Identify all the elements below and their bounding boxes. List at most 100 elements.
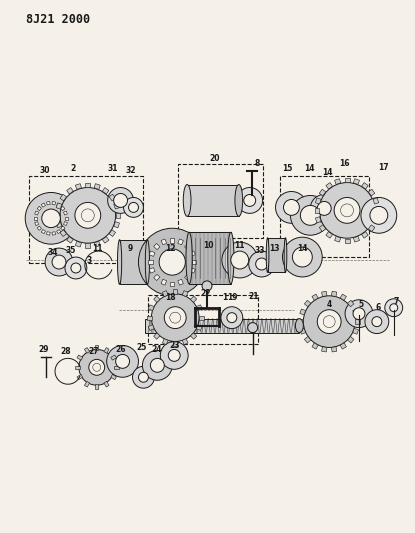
- Circle shape: [25, 192, 77, 244]
- Bar: [340, 343, 347, 349]
- Text: 17: 17: [378, 163, 389, 172]
- Circle shape: [353, 308, 365, 320]
- Bar: [170, 281, 174, 286]
- Bar: [300, 328, 305, 334]
- Text: 23: 23: [169, 341, 179, 350]
- Bar: [85, 183, 90, 187]
- Circle shape: [139, 228, 206, 296]
- Text: 5: 5: [359, 300, 364, 309]
- Text: 33: 33: [254, 246, 265, 255]
- Bar: [35, 211, 39, 215]
- Bar: [161, 239, 167, 245]
- Text: 30: 30: [40, 166, 50, 175]
- Bar: [189, 232, 231, 284]
- Bar: [94, 241, 100, 247]
- Bar: [326, 232, 332, 238]
- Bar: [67, 188, 73, 194]
- Text: 32: 32: [125, 166, 136, 175]
- Ellipse shape: [266, 238, 269, 272]
- Bar: [340, 294, 347, 301]
- Bar: [190, 251, 195, 256]
- Bar: [199, 316, 203, 320]
- Circle shape: [168, 350, 180, 361]
- Text: 11: 11: [93, 244, 103, 253]
- Circle shape: [79, 350, 115, 385]
- Text: 16: 16: [339, 159, 349, 168]
- Bar: [120, 240, 147, 285]
- Text: 8: 8: [255, 159, 260, 168]
- Bar: [182, 338, 188, 345]
- Bar: [37, 206, 42, 211]
- Circle shape: [310, 195, 338, 222]
- Text: 25: 25: [136, 343, 146, 352]
- Bar: [109, 194, 115, 201]
- Bar: [154, 333, 160, 339]
- Text: 14: 14: [322, 168, 332, 177]
- Bar: [373, 198, 379, 204]
- Bar: [173, 341, 177, 346]
- Bar: [312, 343, 318, 349]
- Text: 4: 4: [327, 300, 332, 309]
- Circle shape: [293, 247, 312, 267]
- Circle shape: [129, 203, 139, 212]
- Bar: [148, 305, 154, 311]
- Bar: [111, 375, 117, 379]
- Bar: [76, 184, 81, 189]
- Bar: [304, 300, 311, 307]
- Circle shape: [283, 237, 322, 277]
- Text: 10: 10: [203, 240, 213, 249]
- Bar: [347, 300, 354, 307]
- Circle shape: [317, 201, 331, 215]
- Bar: [60, 230, 66, 237]
- Ellipse shape: [145, 240, 149, 285]
- Bar: [111, 355, 117, 360]
- Circle shape: [227, 313, 237, 322]
- Bar: [353, 309, 359, 315]
- Circle shape: [150, 358, 164, 372]
- Bar: [75, 366, 80, 369]
- Bar: [114, 203, 120, 209]
- Circle shape: [334, 197, 360, 223]
- Bar: [52, 232, 56, 235]
- Bar: [77, 355, 83, 360]
- Bar: [104, 348, 109, 353]
- Circle shape: [256, 258, 268, 270]
- Bar: [373, 217, 379, 223]
- Circle shape: [370, 206, 388, 224]
- Circle shape: [107, 345, 139, 377]
- Circle shape: [45, 248, 73, 276]
- Ellipse shape: [235, 184, 243, 216]
- Bar: [61, 206, 65, 211]
- Circle shape: [160, 342, 188, 369]
- Circle shape: [372, 317, 382, 327]
- Bar: [103, 188, 109, 194]
- Text: 21: 21: [249, 292, 259, 301]
- Circle shape: [244, 195, 256, 206]
- Bar: [322, 291, 327, 296]
- Bar: [170, 238, 174, 243]
- Text: 12: 12: [165, 244, 176, 253]
- Bar: [94, 184, 100, 189]
- Bar: [361, 183, 368, 189]
- Bar: [369, 225, 375, 231]
- Circle shape: [116, 354, 129, 368]
- Text: 14: 14: [304, 164, 315, 173]
- Circle shape: [132, 366, 154, 388]
- Bar: [148, 260, 153, 264]
- Ellipse shape: [228, 232, 234, 284]
- Text: 19: 19: [227, 293, 238, 302]
- Bar: [29, 175, 144, 263]
- Text: 1: 1: [222, 293, 227, 302]
- Bar: [187, 184, 239, 216]
- Bar: [56, 222, 62, 228]
- Bar: [280, 175, 369, 257]
- Bar: [85, 244, 90, 248]
- Circle shape: [237, 188, 263, 213]
- Bar: [332, 347, 337, 352]
- Bar: [114, 366, 119, 369]
- Bar: [55, 213, 60, 218]
- Bar: [154, 244, 160, 249]
- Circle shape: [345, 300, 373, 328]
- Bar: [304, 336, 311, 343]
- Circle shape: [42, 209, 60, 228]
